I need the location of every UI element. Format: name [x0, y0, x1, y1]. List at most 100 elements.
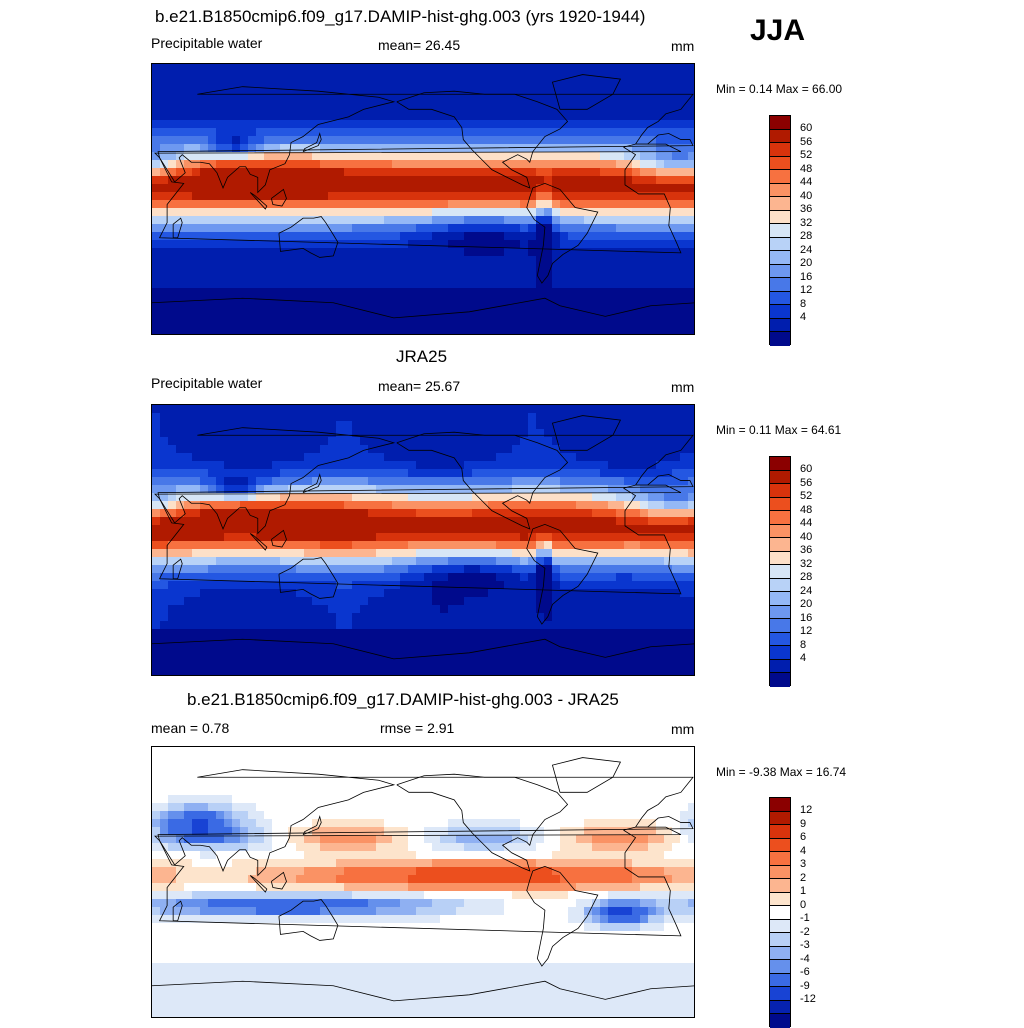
colorbar-swatch	[770, 197, 790, 211]
colorbar-swatch	[770, 838, 790, 852]
coastline	[278, 557, 339, 599]
coastline	[302, 815, 322, 836]
panel-mean-model: mean= 26.45	[378, 37, 461, 53]
season-label: JJA	[750, 14, 806, 47]
map-field-obs	[152, 405, 694, 675]
colorbar-swatch	[770, 578, 790, 592]
colorbar-tick-label: 8	[800, 297, 807, 310]
coastline	[249, 192, 268, 210]
panel-title-obs: JRA25	[396, 347, 448, 366]
map-field-model	[152, 64, 694, 334]
colorbar-swatch	[770, 251, 790, 265]
colorbar-swatch	[770, 852, 790, 866]
colorbar-swatch	[770, 673, 790, 687]
map-model	[151, 63, 695, 335]
coastline	[154, 826, 682, 937]
map-diff	[151, 746, 695, 1018]
colorbar-swatch	[770, 811, 790, 825]
colorbar-swatch	[770, 224, 790, 238]
panel-mean-obs: mean= 25.67	[378, 378, 461, 394]
panel-units-diff: mm	[671, 721, 695, 737]
coastline	[154, 484, 682, 595]
coastline	[278, 899, 339, 941]
colorbar-tick-label: 4	[800, 844, 807, 857]
coastlines	[152, 415, 694, 660]
colorbar-tick-label: 32	[800, 557, 813, 570]
coastline	[302, 132, 322, 153]
colorbar-swatch	[770, 497, 790, 511]
panel-title-diff: b.e21.B1850cmip6.f09_g17.DAMIP-hist-ghg.…	[187, 690, 619, 709]
panel-title-model: b.e21.B1850cmip6.f09_g17.DAMIP-hist-ghg.…	[155, 7, 646, 26]
coastline	[154, 143, 682, 254]
colorbar-swatch	[770, 305, 790, 319]
colorbar-tick-label: 12	[800, 625, 813, 637]
colorbar-tick-label: 56	[800, 135, 813, 148]
colorbar-tick-label: 24	[800, 243, 813, 256]
colorbar-swatch	[770, 933, 790, 947]
coastline	[172, 217, 183, 239]
coastline	[152, 638, 694, 660]
colorbar-swatch	[770, 538, 790, 552]
colorbar-tick-label: 9	[800, 817, 807, 830]
coastline	[157, 427, 694, 535]
colorbar-tick-label: 48	[800, 503, 813, 516]
colorbar-swatch	[770, 973, 790, 987]
coastline	[172, 558, 183, 580]
colorbar-swatch	[770, 1000, 790, 1014]
colorbar-swatch	[770, 511, 790, 525]
colorbar-obs	[769, 456, 791, 687]
colorbar-swatch	[770, 987, 790, 1001]
colorbar-tick-label: -2	[800, 925, 810, 938]
colorbar-tick-label: 36	[800, 544, 813, 556]
colorbar-tick-label: 16	[800, 270, 813, 283]
colorbar-tick-label: 16	[800, 611, 813, 624]
colorbar-swatch	[770, 592, 790, 606]
colorbar-tick-label: 44	[800, 517, 813, 529]
colorbar-swatch	[770, 892, 790, 906]
colorbar-swatch	[770, 659, 790, 673]
colorbar-tick-label: -12	[800, 993, 816, 1005]
panel-units-obs: mm	[671, 379, 695, 395]
colorbar-swatch	[770, 183, 790, 197]
colorbar-swatch	[770, 825, 790, 839]
panel-left-label-obs: Precipitable water	[151, 375, 263, 391]
colorbar-tick-label: -1	[800, 912, 810, 924]
panel-minmax-model: Min = 0.14 Max = 66.00	[716, 82, 843, 96]
colorbar-swatch	[770, 906, 790, 920]
colorbar-tick-label: 2	[800, 871, 807, 884]
coastline	[526, 865, 599, 967]
colorbar-tick-label: 20	[800, 598, 813, 610]
coastline	[396, 773, 569, 872]
colorbar-swatch	[770, 1014, 790, 1028]
panel-minmax-obs: Min = 0.11 Max = 64.61	[716, 423, 842, 437]
coastlines	[152, 74, 694, 319]
coastline	[526, 523, 599, 625]
colorbar-tick-label: 4	[800, 652, 807, 664]
colorbar-tick-label: 28	[800, 571, 813, 583]
colorbar-tick-label: 48	[800, 162, 813, 175]
colorbar-tick-label: 12	[800, 804, 813, 816]
coastline	[172, 900, 183, 922]
colorbar-tick-label: 24	[800, 584, 813, 597]
colorbar-tick-label: 60	[800, 463, 813, 475]
colorbar-swatch	[770, 237, 790, 251]
colorbar-tick-label: 28	[800, 230, 813, 242]
coastline	[152, 980, 694, 1002]
coastline	[157, 86, 694, 194]
colorbar-tick-label: 32	[800, 216, 813, 229]
coastline	[551, 415, 622, 451]
colorbar-tick-label: 40	[800, 530, 813, 543]
colorbar-swatch	[770, 210, 790, 224]
colorbar-swatch	[770, 619, 790, 633]
coastline	[526, 182, 599, 284]
panel-units-model: mm	[671, 38, 695, 54]
coastline	[551, 74, 622, 110]
coastline	[249, 875, 268, 893]
coastline	[396, 431, 569, 530]
colorbar-swatch	[770, 278, 790, 292]
coastlines	[152, 757, 694, 1002]
colorbar-swatch	[770, 865, 790, 879]
colorbar-swatch	[770, 116, 790, 130]
colorbar-swatch	[770, 264, 790, 278]
colorbar-swatch	[770, 919, 790, 933]
